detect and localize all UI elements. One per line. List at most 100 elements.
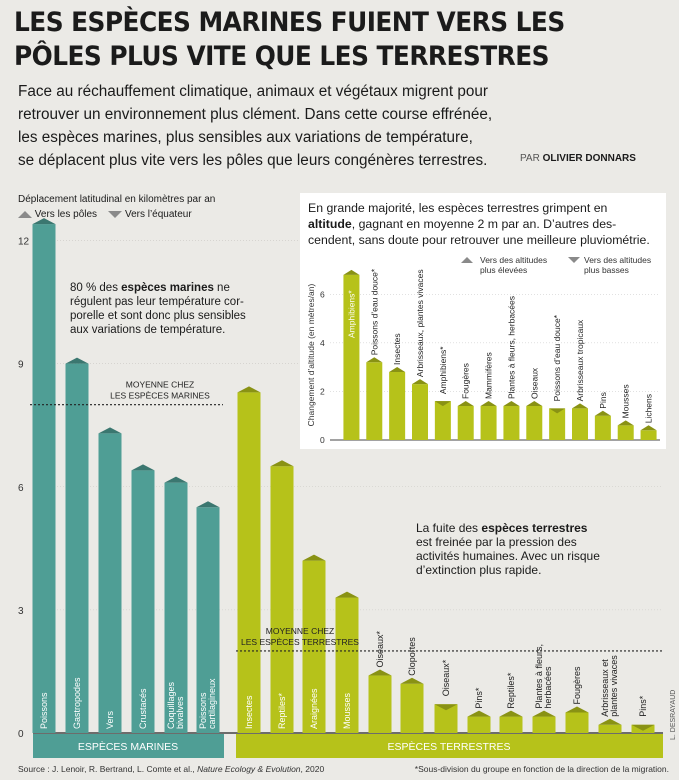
marine-note-rest-3: aux variations de température. — [70, 324, 226, 336]
category-label: plantes vivaces — [609, 655, 619, 717]
intro-line: les espèces marines, plus sensibles aux … — [18, 129, 473, 146]
direction-up-cap — [598, 718, 622, 725]
legend-axis-label: Déplacement latitudinal en kilomètres pa… — [18, 194, 216, 205]
terr-note-rest-2: d’extinction plus rapide. — [416, 563, 542, 577]
category-label: Oiseaux* — [375, 631, 385, 668]
category-label: Plantes à fleurs, — [534, 644, 544, 709]
direction-up-cap — [164, 476, 188, 483]
source-note: Source : J. Lenoir, R. Bertrand, L. Comt… — [18, 764, 324, 774]
bar — [237, 392, 261, 733]
bar — [400, 683, 424, 733]
direction-up-cap — [400, 677, 424, 684]
category-label: Poissons — [39, 692, 49, 729]
inset-text: En grande majorité, les espèces terrestr… — [308, 200, 668, 248]
terrestrial-mean-label: LES ESPÈCES TERRESTRES — [241, 637, 359, 647]
bar — [131, 470, 155, 733]
bar — [335, 597, 359, 733]
category-label: Vers — [105, 710, 115, 729]
terrestrial-group-band — [236, 734, 663, 758]
byline-author: OLIVIER DONNARS — [542, 153, 636, 164]
terrestrial-mean-label: MOYENNE CHEZ — [266, 626, 334, 636]
category-label: Oiseaux* — [441, 659, 451, 696]
category-label: Cloportes — [407, 637, 417, 676]
y-tick-label: 6 — [18, 483, 24, 494]
direction-up-cap — [65, 357, 89, 364]
intro-paragraph: Face au réchauffement climatique, animau… — [18, 80, 658, 172]
legend-up-label: Vers les pôles — [34, 209, 98, 220]
y-tick-label: 3 — [18, 606, 24, 617]
bar — [532, 716, 556, 733]
subdivision-note: *Sous-division du groupe en fonction de … — [414, 764, 669, 774]
chart-title: LES ESPÈCES MARINES FUIENT VERS LES PÔLE… — [14, 6, 621, 74]
bar — [434, 704, 458, 733]
legend-down-label: Vers l’équateur — [124, 209, 192, 220]
bar — [270, 466, 294, 733]
marine-note-bold: espèces marines — [121, 282, 214, 294]
category-label: Pins* — [474, 687, 484, 709]
intro-line: retrouver un environnement plus clément.… — [18, 106, 493, 123]
source-journal: Nature Ecology & Evolution — [197, 764, 301, 774]
marine-mean-label: MOYENNE CHEZ — [126, 380, 194, 390]
bar — [302, 560, 326, 733]
marine-note-rest-0: ne — [213, 282, 230, 294]
direction-up-cap — [270, 460, 294, 467]
category-label: Mousses — [342, 692, 352, 729]
legend-up-icon — [18, 210, 32, 218]
category-label: herbacées — [543, 666, 553, 709]
chart-title-line-1: LES ESPÈCES MARINES FUIENT VERS LES — [14, 7, 565, 38]
bar — [499, 716, 523, 733]
direction-down-cap — [434, 704, 458, 711]
category-label: Fougères — [572, 666, 582, 705]
category-label: Reptiles* — [277, 692, 287, 729]
byline-prefix: PAR — [520, 153, 540, 164]
terr-note-prefix: La fuite des — [416, 521, 479, 535]
source-suffix: , 2020 — [300, 764, 325, 774]
intro-line: se déplacent plus vite vers les pôles qu… — [18, 152, 488, 169]
category-label: Poissons — [198, 692, 208, 729]
legend-items: Vers les pôles Vers l’équateur — [18, 209, 215, 220]
chart-title-line-2: PÔLES PLUS VITE QUE LES TERRESTRES — [14, 41, 550, 72]
terrestrial-group-label: ESPÈCES TERRESTRES — [388, 740, 511, 753]
marine-note-rest-1: régulent pas leur température cor- — [70, 296, 244, 308]
category-label: Insectes — [244, 695, 254, 729]
terr-note-rest-0: est freinée par la pression des — [416, 535, 577, 549]
bar — [598, 724, 622, 733]
terr-note-rest-1: activités humaines. Avec un risque — [416, 549, 600, 563]
direction-up-cap — [98, 427, 122, 434]
inset-text-line-2: , gagnant en moyenne 2 m par an. D’autre… — [351, 217, 617, 231]
marine-note: 80 % des espèces marines ne régulent pas… — [70, 281, 260, 337]
bar — [631, 724, 655, 733]
bar — [196, 507, 220, 733]
y-tick-label: 12 — [18, 237, 30, 248]
direction-up-cap — [565, 706, 589, 713]
category-label: Gastropodes — [72, 677, 82, 729]
byline: PAR OLIVIER DONNARS — [520, 153, 636, 164]
direction-up-cap — [131, 464, 155, 471]
direction-up-cap — [467, 710, 491, 717]
y-tick-label: 0 — [18, 729, 24, 740]
y-tick-label: 9 — [18, 360, 24, 371]
category-label: Pins* — [638, 695, 648, 717]
direction-up-cap — [532, 710, 556, 717]
direction-down-cap — [631, 724, 655, 731]
category-label: cartilagineux — [207, 678, 217, 729]
bar — [368, 675, 392, 733]
direction-up-cap — [237, 386, 261, 393]
category-label: Arbrisseaux et — [600, 659, 610, 717]
direction-up-cap — [368, 669, 392, 676]
direction-up-cap — [499, 710, 523, 717]
category-label: Araignées — [309, 688, 319, 729]
bar — [565, 712, 589, 733]
credit: L. DESRAYAUD — [670, 689, 677, 740]
bar — [98, 433, 122, 733]
legend-down-icon — [108, 210, 123, 218]
source-prefix: Source : J. Lenoir, R. Bertrand, L. Comt… — [18, 764, 198, 774]
bar — [467, 716, 491, 733]
bar — [65, 363, 89, 733]
bar — [32, 224, 56, 733]
direction-up-cap — [196, 501, 220, 508]
inset-text-line-3: cendent, sans doute pour retrouver une m… — [308, 233, 650, 247]
category-label: Coquillages — [166, 681, 176, 729]
category-label: Reptiles* — [506, 672, 516, 709]
marine-group-band — [33, 734, 224, 758]
